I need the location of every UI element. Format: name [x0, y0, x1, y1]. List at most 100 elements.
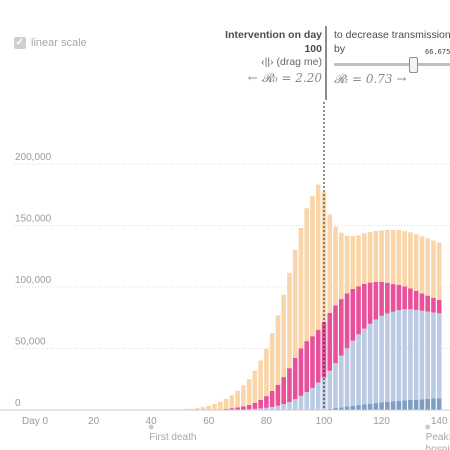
bar-segment	[390, 401, 396, 410]
bar-segment	[373, 403, 379, 410]
x-tick-label: 20	[88, 416, 100, 427]
y-tick-label: 50,000	[15, 337, 46, 348]
bar-segment	[333, 408, 338, 410]
x-tick-label: 60	[203, 416, 215, 427]
bar-segment	[436, 299, 442, 314]
bar-segment	[281, 404, 286, 410]
bar-segment	[350, 340, 356, 406]
bar-segment	[304, 392, 310, 410]
bar-segment	[356, 286, 361, 335]
bar-segment	[252, 402, 258, 409]
bar-segment	[385, 402, 390, 410]
bar-segment	[362, 283, 367, 329]
bar-segment	[390, 284, 396, 312]
bar-segment	[189, 408, 194, 410]
bar-segment	[396, 401, 402, 410]
annotation-marker	[148, 424, 154, 430]
bar-segment	[287, 368, 292, 402]
bar-segment	[327, 408, 333, 410]
bar-segment	[287, 402, 292, 410]
bar-segment	[298, 227, 304, 349]
bar-segment	[413, 290, 419, 310]
bar-segment	[281, 377, 286, 405]
bar-segment	[396, 230, 402, 285]
x-tick-label: 140	[431, 416, 448, 427]
bar-segment	[223, 408, 229, 410]
bar-segment	[419, 293, 425, 311]
bar-segment	[413, 399, 419, 410]
y-tick-label: 200,000	[15, 152, 52, 163]
bar-segment	[362, 328, 367, 405]
bar-segment	[379, 281, 384, 316]
bar-segment	[275, 405, 281, 410]
r0-label: ← 𝓡₀ = 2.20	[247, 70, 322, 85]
bar-segment	[425, 311, 430, 399]
y-tick-label: 150,000	[15, 214, 52, 225]
y-tick-label: 0	[15, 398, 21, 409]
bar-segment	[258, 408, 263, 410]
bar-segment	[212, 403, 217, 410]
bar-segment	[338, 407, 344, 410]
checkbox-checked-icon[interactable]: ✓	[14, 37, 26, 49]
bar-segment	[396, 310, 402, 402]
bar-segment	[287, 272, 292, 369]
bar-segment	[390, 311, 396, 402]
bar-segment	[431, 312, 436, 399]
rt-label: 𝓡ₜ = 0.73 →	[334, 72, 407, 86]
bar-segment	[315, 382, 321, 410]
bar-segment	[321, 191, 327, 323]
bar-segment	[344, 348, 350, 407]
y-tick-label: 100,000	[15, 275, 52, 286]
x-tick-label: 100	[316, 416, 333, 427]
annotation-label: hospitaliza	[426, 444, 450, 450]
bar-segment	[333, 363, 338, 409]
bar-segment	[356, 405, 361, 410]
bar-segment	[419, 236, 425, 294]
bar-segment	[356, 235, 361, 287]
x-tick-label: 120	[373, 416, 390, 427]
bar-segment	[344, 235, 350, 294]
transmission-slider-track[interactable]	[334, 63, 450, 66]
bar-segment	[379, 230, 384, 282]
intervention-title: Intervention on day	[225, 29, 322, 41]
bar-segment	[390, 229, 396, 285]
bar-segment	[327, 214, 333, 313]
bar-segment	[431, 398, 436, 410]
bar-segment	[304, 208, 310, 342]
x-tick-label: Day 0	[22, 416, 49, 427]
intervention-day: 100	[304, 42, 322, 55]
annotation-label: First death	[149, 432, 196, 443]
x-tick-labels: Day 0 20 40 60 80 100 120 140	[22, 416, 448, 427]
bar-segment	[385, 229, 390, 283]
bar-segment	[269, 333, 275, 391]
annotations: First death Peak: 74,7hospitaliza	[148, 424, 450, 450]
bar-segment	[402, 309, 407, 401]
bar-segment	[327, 370, 333, 409]
intervention-panel[interactable]: Intervention on day 100 ‹||› (drag me) ←…	[178, 29, 322, 85]
bar-segment	[327, 312, 333, 371]
bar-segment	[281, 294, 286, 378]
bar-segment	[315, 184, 321, 330]
drag-handle-icon[interactable]: ‹||›	[261, 56, 274, 68]
bar-segment	[431, 297, 436, 313]
bar-segment	[431, 240, 436, 298]
transmission-slider-thumb[interactable]	[409, 57, 418, 73]
linear-scale-toggle[interactable]: ✓ linear scale	[14, 37, 87, 49]
bar-segment	[235, 390, 240, 408]
bar-segment	[275, 384, 281, 406]
bar-segment	[223, 398, 229, 409]
bar-segment	[200, 407, 206, 410]
bar-segment	[419, 310, 425, 400]
bar-segment	[344, 406, 350, 410]
bar-segment	[264, 407, 269, 410]
bar-segment	[229, 408, 235, 410]
bar-segment	[367, 323, 373, 404]
bar-segment	[362, 233, 367, 284]
bar-segment	[315, 329, 321, 383]
bar-segment	[298, 395, 304, 410]
bar-segment	[436, 313, 442, 399]
bar-segment	[252, 408, 258, 410]
bar-segment	[362, 404, 367, 410]
slider-value: 66.675	[425, 48, 450, 56]
bar-segment	[241, 385, 246, 407]
